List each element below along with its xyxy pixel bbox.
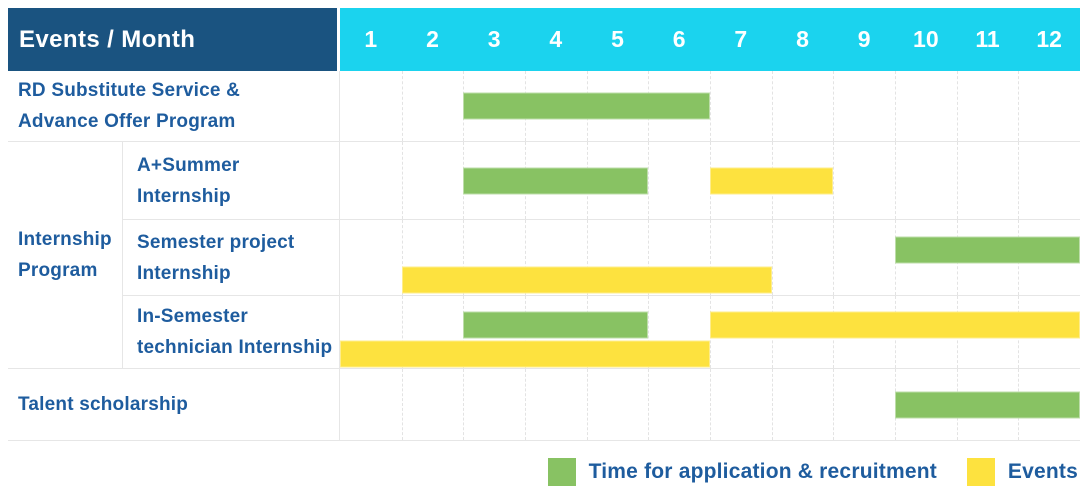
month-gridline bbox=[463, 220, 465, 295]
row-label: Talent scholarship bbox=[8, 369, 340, 440]
row-label: A+Summer Internship bbox=[123, 142, 340, 219]
month-gridline bbox=[401, 369, 403, 440]
month-gridline bbox=[956, 71, 958, 141]
legend-swatch-yellow bbox=[966, 458, 995, 486]
legend-label-application: Time for application & recruitment bbox=[588, 460, 937, 483]
month-header-cell: 7 bbox=[734, 26, 748, 52]
application-recruitment-bar bbox=[895, 236, 1080, 264]
month-gridline bbox=[895, 142, 896, 219]
legend-item-events: Events bbox=[966, 458, 1078, 486]
application-recruitment-bar bbox=[463, 92, 710, 120]
events-bar bbox=[401, 266, 772, 294]
month-gridline bbox=[401, 71, 403, 141]
legend-item-application: Time for application & recruitment bbox=[547, 458, 937, 486]
month-header-cell: 1 bbox=[364, 26, 378, 52]
events-bar bbox=[340, 340, 710, 368]
application-recruitment-bar bbox=[463, 167, 649, 194]
row-timeline bbox=[340, 220, 1080, 295]
row-label: Semester project Internship bbox=[123, 220, 340, 295]
internship-program-group-row: Internship Program A+Summer Internship Sem… bbox=[8, 142, 1080, 369]
month-gridline bbox=[710, 71, 711, 141]
row-timeline bbox=[340, 71, 1080, 141]
table-body: RD Substitute Service & Advance Offer Pr… bbox=[8, 71, 1080, 441]
legend: Time for application & recruitment Event… bbox=[547, 458, 1078, 486]
table-row: In-Semester technician Internship bbox=[123, 296, 1080, 368]
month-gridline bbox=[771, 71, 773, 141]
row-timeline bbox=[340, 296, 1080, 368]
month-gridline bbox=[401, 220, 403, 295]
table-header-events-month: Events / Month bbox=[8, 8, 340, 71]
month-gridline bbox=[833, 369, 835, 440]
month-gridline bbox=[895, 71, 896, 141]
month-header-cell: 8 bbox=[796, 26, 809, 52]
month-gridline bbox=[956, 142, 958, 219]
month-gridline bbox=[401, 296, 403, 368]
table-row: Talent scholarship bbox=[8, 369, 1080, 441]
events-month-table: Events / Month 1 2 3 4 5 6 7 8 9 10 11 12 RD Substi… bbox=[8, 8, 1080, 441]
month-header-row: 1 2 3 4 5 6 7 8 9 10 11 12 bbox=[340, 8, 1080, 71]
table-header: Events / Month 1 2 3 4 5 6 7 8 9 10 11 12 bbox=[8, 8, 1080, 71]
row-label: In-Semester technician Internship bbox=[123, 296, 340, 368]
row-timeline bbox=[340, 369, 1080, 440]
table-row: A+Summer Internship bbox=[123, 142, 1080, 220]
month-gridline bbox=[771, 369, 773, 440]
application-recruitment-bar bbox=[895, 391, 1080, 418]
month-gridline bbox=[648, 369, 650, 440]
row-timeline bbox=[340, 142, 1080, 219]
month-header-cell: 6 bbox=[672, 26, 686, 52]
month-gridline bbox=[710, 369, 711, 440]
month-header-cell: 3 bbox=[487, 26, 501, 52]
row-label: RD Substitute Service & Advance Offer Pr… bbox=[8, 71, 340, 141]
table-row: Semester project Internship bbox=[123, 220, 1080, 296]
month-gridline bbox=[586, 220, 588, 295]
events-bar bbox=[710, 311, 1080, 339]
month-header-cell: 4 bbox=[549, 26, 563, 52]
month-gridline bbox=[833, 142, 835, 219]
month-gridline bbox=[710, 220, 711, 295]
month-header-cell: 10 bbox=[913, 26, 939, 52]
month-gridline bbox=[525, 369, 526, 440]
application-recruitment-bar bbox=[463, 311, 649, 339]
events-bar bbox=[710, 167, 834, 194]
legend-swatch-green bbox=[547, 458, 576, 486]
table-row: RD Substitute Service & Advance Offer Pr… bbox=[8, 71, 1080, 142]
month-header-cell: 9 bbox=[857, 26, 871, 52]
month-gridline bbox=[1018, 71, 1020, 141]
month-gridline bbox=[586, 369, 588, 440]
month-header-cell: 5 bbox=[611, 26, 624, 52]
month-gridline bbox=[771, 220, 773, 295]
month-gridline bbox=[648, 296, 650, 368]
month-header-cell: 11 bbox=[975, 26, 1000, 52]
month-gridline bbox=[648, 142, 650, 219]
group-label-internship-program: Internship Program bbox=[8, 142, 123, 368]
month-gridline bbox=[463, 369, 465, 440]
month-gridline bbox=[1018, 142, 1020, 219]
month-header-cell: 2 bbox=[426, 26, 439, 52]
month-gridline bbox=[648, 220, 650, 295]
group-subrows: A+Summer Internship Semester project Inte… bbox=[123, 142, 1080, 368]
month-header-cell: 12 bbox=[1036, 26, 1062, 52]
month-gridline bbox=[525, 220, 526, 295]
month-gridline bbox=[833, 71, 835, 141]
month-gridline bbox=[401, 142, 403, 219]
month-gridline bbox=[833, 220, 835, 295]
table-title: Events / Month bbox=[19, 25, 196, 53]
legend-label-events: Events bbox=[1007, 460, 1078, 483]
